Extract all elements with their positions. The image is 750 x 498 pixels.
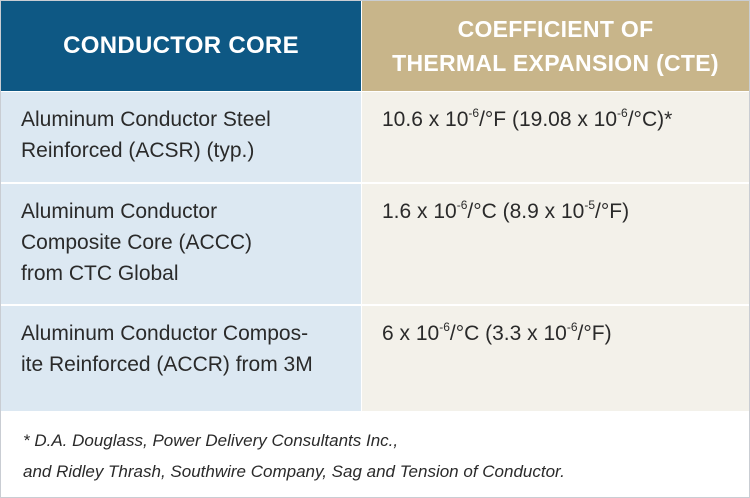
table-row-2-cte: 1.6 x 10-6/°C (8.9 x 10-5/°F) [362,184,749,304]
table-row-3-conductor: Aluminum Conductor Compos- ite Reinforce… [1,306,361,411]
conductor-line: Composite Core (ACCC) [21,231,253,254]
cte-text: 1.6 x 10 [382,200,457,223]
cte-text: /°F (19.08 x 10 [479,108,618,131]
cte-exponent: -6 [566,320,578,334]
cte-text: /°C (3.3 x 10 [449,322,567,345]
cte-text: 6 x 10 [382,322,440,345]
row-divider [1,304,749,306]
cte-exponent: -6 [617,106,628,120]
cte-text: /°F) [595,200,630,223]
conductor-line: Aluminum Conductor Steel [21,108,271,131]
header-cte-line1: COEFFICIENT OF [457,16,654,42]
footnote: * D.A. Douglass, Power Delivery Consulta… [23,425,733,487]
cte-text: /°F) [577,322,612,345]
header-cte: COEFFICIENT OF THERMAL EXPANSION (CTE) [362,1,749,91]
cte-exponent: -5 [584,198,596,212]
conductor-line: ite Reinforced (ACCR) from 3M [21,353,313,376]
conductor-line: Reinforced (ACSR) (typ.) [21,139,255,162]
table-row-3-cte: 6 x 10-6/°C (3.3 x 10-6/°F) [362,306,749,411]
cte-exponent: -6 [468,106,480,120]
cte-exponent: -6 [456,198,468,212]
footnote-line: and Ridley Thrash, Southwire Company, Sa… [23,462,565,481]
table-row-1-conductor: Aluminum Conductor Steel Reinforced (ACS… [1,92,361,182]
footnote-line: * D.A. Douglass, Power Delivery Consulta… [23,431,399,450]
cte-table: CONDUCTOR CORE COEFFICIENT OF THERMAL EX… [1,1,749,411]
table-row-2-conductor: Aluminum Conductor Composite Core (ACCC)… [1,184,361,304]
header-conductor-core: CONDUCTOR CORE [1,1,361,91]
cte-exponent: -6 [439,320,450,334]
header-cte-line2: THERMAL EXPANSION (CTE) [392,50,719,76]
cte-text: /°C (8.9 x 10 [467,200,585,223]
conductor-line: Aluminum Conductor Compos- [21,322,309,345]
conductor-line: Aluminum Conductor [21,200,218,223]
cte-text: 10.6 x 10 [382,108,469,131]
row-divider [1,182,749,184]
cte-text: /°C)* [627,108,673,131]
conductor-line: from CTC Global [21,262,179,285]
table-row-1-cte: 10.6 x 10-6/°F (19.08 x 10-6/°C)* [362,92,749,182]
